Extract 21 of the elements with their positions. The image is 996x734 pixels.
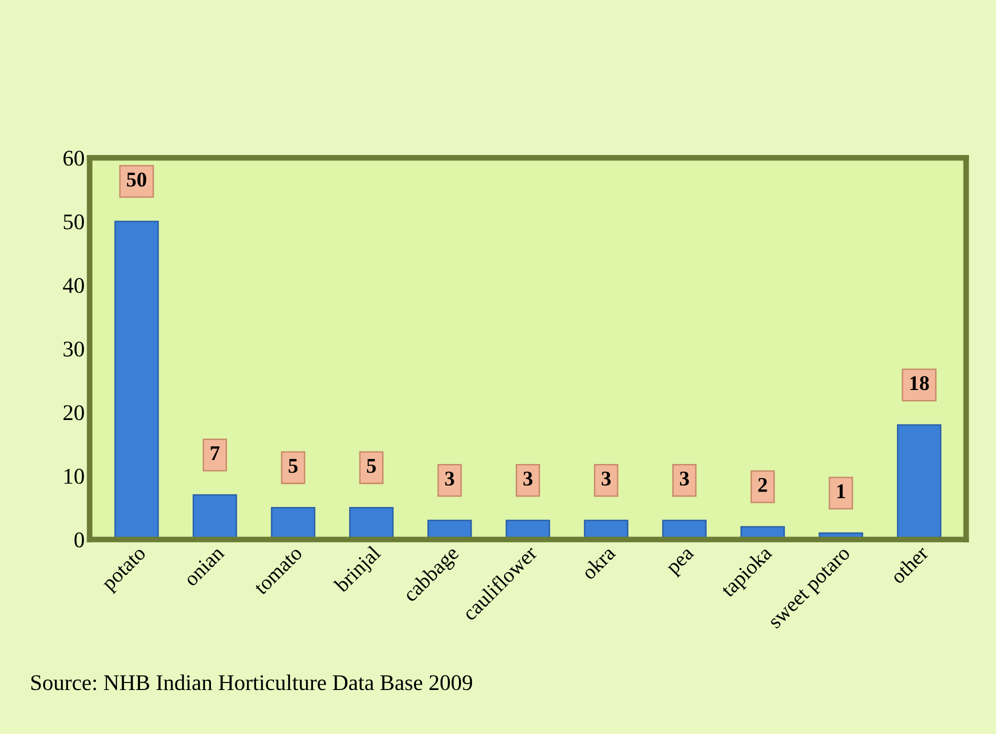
y-tick-label: 60: [64, 150, 84, 166]
data-label: 7: [210, 446, 220, 460]
y-tick-label: 20: [64, 405, 84, 420]
y-tick-label: 50: [64, 214, 84, 230]
source-note: Source: NHB Indian Horticulture Data Base 2009: [31, 674, 472, 690]
data-label: 3: [523, 472, 532, 486]
data-label: 50: [127, 172, 146, 187]
data-label: 1: [837, 484, 846, 498]
data-label: 3: [602, 472, 611, 486]
y-tick-label: 30: [64, 342, 84, 357]
data-label: 5: [288, 459, 298, 473]
data-label: 5: [366, 459, 376, 473]
y-tick-label: 10: [64, 468, 84, 484]
data-label: 2: [758, 478, 767, 492]
data-label: 18: [910, 376, 929, 390]
data-label: 3: [680, 472, 689, 486]
x-tick-label: pea: [667, 548, 698, 578]
y-tick-label: 40: [62, 278, 84, 293]
y-tick-label: 0: [74, 532, 84, 548]
x-tick-label: okra: [580, 544, 616, 580]
data-label: 3: [445, 472, 454, 486]
